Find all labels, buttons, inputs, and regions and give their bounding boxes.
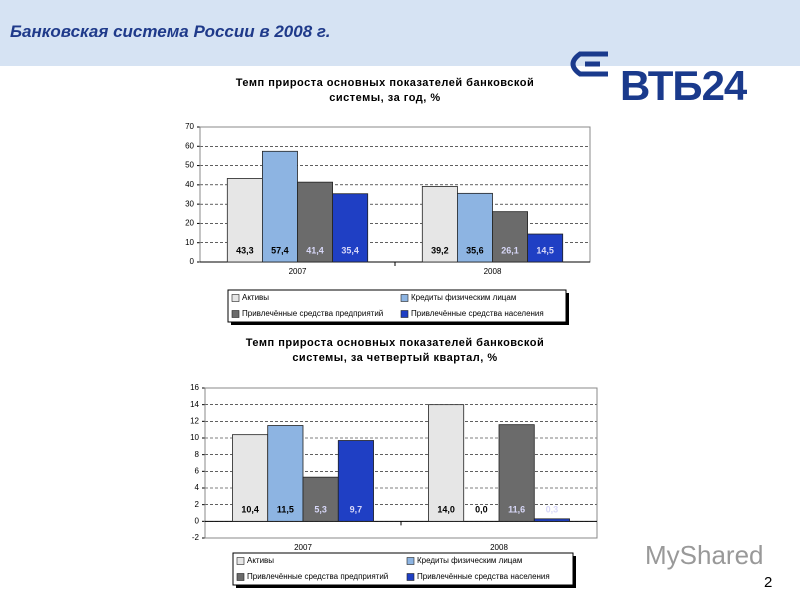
y-tick-label: 6 [195,466,200,475]
legend-swatch [406,557,415,565]
value-label: 35,6 [466,245,484,255]
y-tick-label: 2 [195,500,200,509]
bar [267,425,304,522]
bar [492,211,528,263]
legend-label: Активы [247,556,274,565]
y-tick-label: 50 [185,161,194,170]
value-label: 11,6 [508,505,525,515]
legend-swatch [231,310,240,318]
y-tick-label: 20 [185,219,194,228]
y-tick-label: 0 [190,257,195,266]
legend-label: Активы [242,293,269,302]
value-label: 57,4 [271,245,289,255]
legend-label: Привлечённые средства предприятий [247,572,388,581]
legend-label: Кредиты физическим лицам [411,293,516,302]
legend-label: Кредиты физическим лицам [417,556,522,565]
bar [498,424,535,522]
legend-swatch [236,573,245,581]
y-tick-label: 30 [185,199,194,208]
bar [428,404,465,522]
value-label: 0,3 [546,505,559,515]
legend-box [232,552,574,586]
value-label: 0,0 [475,505,488,515]
y-tick-label: 10 [190,433,199,442]
header-band [0,0,800,66]
y-tick-label: -2 [192,533,200,542]
y-tick-label: 70 [185,122,194,131]
legend-label: Привлечённые средства предприятий [242,309,383,318]
legend-swatch [400,310,409,318]
y-tick-label: 8 [195,450,200,459]
legend-swatch [406,573,415,581]
bar [533,518,570,522]
value-label: 43,3 [236,245,254,255]
watermark: MyShared [645,540,764,570]
logo-mark [570,51,608,77]
value-label: 10,4 [241,505,259,515]
value-label: 41,4 [306,245,324,255]
logo: ВТБ24 [620,62,747,109]
value-label: 39,2 [431,245,449,255]
bar [456,192,493,263]
legend-label: Привлечённые средства населения [417,572,550,581]
x-tick-label: 2008 [484,267,502,276]
value-label: 26,1 [501,245,519,255]
bar [261,150,298,263]
y-tick-label: 4 [195,483,200,492]
y-tick-label: 16 [190,383,199,392]
x-tick-label: 2007 [289,267,307,276]
y-tick-label: 12 [190,416,199,425]
page-number: 2 [764,574,773,591]
y-tick-label: 0 [195,516,200,525]
legend-swatch [231,294,240,302]
bar [302,476,339,522]
legend-label: Привлечённые средства населения [411,309,544,318]
value-label: 14,5 [536,245,554,255]
chart-title: Темп прироста основных показателей банко… [245,337,545,364]
bar [332,193,369,263]
y-tick-label: 60 [185,141,194,150]
legend-swatch [236,557,245,565]
value-label: 14,0 [437,505,455,515]
value-label: 9,7 [350,505,363,515]
value-label: 11,5 [277,505,294,515]
chart-title: Темп прироста основных показателей банко… [235,77,535,104]
y-tick-label: 10 [185,238,194,247]
y-tick-label: 40 [185,180,194,189]
slide-title: Банковская система России в 2008 г. [10,22,331,41]
value-label: 35,4 [341,245,359,255]
value-label: 5,3 [314,505,327,515]
bar [232,434,269,522]
bar [337,440,374,522]
legend-box [227,289,567,323]
bar [226,178,263,263]
bar [527,233,564,263]
x-tick-label: 2007 [294,543,312,552]
legend-swatch [400,294,409,302]
y-tick-label: 14 [190,400,199,409]
x-tick-label: 2008 [490,543,508,552]
plot-frame [204,387,598,539]
